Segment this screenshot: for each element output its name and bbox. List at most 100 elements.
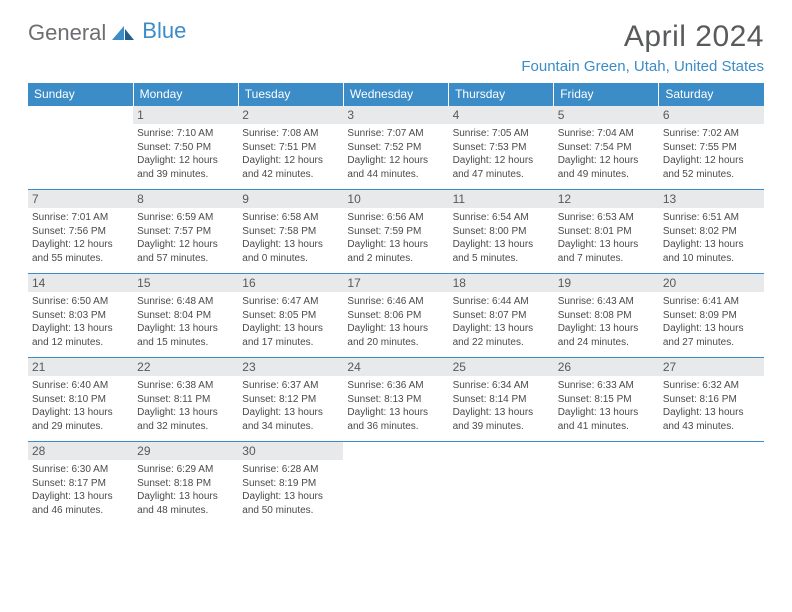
day-cell: 2Sunrise: 7:08 AMSunset: 7:51 PMDaylight… (238, 106, 343, 190)
day-number: 1 (133, 106, 238, 124)
detail-line: Sunrise: 6:43 AM (558, 295, 655, 309)
detail-line: Daylight: 13 hours (347, 406, 444, 420)
calendar-table: Sunday Monday Tuesday Wednesday Thursday… (28, 83, 764, 525)
day-number: 3 (343, 106, 448, 124)
day-header: Friday (554, 83, 659, 106)
day-number: 28 (28, 442, 133, 460)
day-number: 25 (449, 358, 554, 376)
detail-line: Sunset: 8:00 PM (453, 225, 550, 239)
detail-line: Sunset: 8:01 PM (558, 225, 655, 239)
detail-line: Daylight: 13 hours (137, 322, 234, 336)
day-number: 11 (449, 190, 554, 208)
day-cell: 25 Sunrise: 6:34 AMSunset: 8:14 PMDayligh… (449, 358, 554, 442)
detail-line: Daylight: 13 hours (32, 490, 129, 504)
day-cell: 11Sunrise: 6:54 AMSunset: 8:00 PMDayligh… (449, 190, 554, 274)
day-header: Saturday (659, 83, 764, 106)
day-cell: 30Sunrise: 6:28 AMSunset: 8:19 PMDayligh… (238, 442, 343, 526)
week-row: 14Sunrise: 6:50 AMSunset: 8:03 PMDayligh… (28, 274, 764, 358)
detail-line: Sunrise: 7:07 AM (347, 127, 444, 141)
detail-line: and 34 minutes. (242, 420, 339, 434)
detail-line: Sunrise: 6:41 AM (663, 295, 760, 309)
detail-line: Sunrise: 7:10 AM (137, 127, 234, 141)
detail-line: Sunset: 7:56 PM (32, 225, 129, 239)
detail-line: Sunset: 7:58 PM (242, 225, 339, 239)
detail-line: and 42 minutes. (242, 168, 339, 182)
detail-line: and 29 minutes. (32, 420, 129, 434)
calendar-body: 1 Sunrise: 7:10 AMSunset: 7:50 PMDaylight… (28, 106, 764, 526)
detail-line: Sunrise: 6:53 AM (558, 211, 655, 225)
detail-line: and 44 minutes. (347, 168, 444, 182)
day-details: Sunrise: 7:04 AMSunset: 7:54 PMDaylight:… (558, 127, 655, 181)
day-number: 23 (238, 358, 343, 376)
day-number: 5 (554, 106, 659, 124)
detail-line: Daylight: 13 hours (242, 406, 339, 420)
detail-line: Sunrise: 6:56 AM (347, 211, 444, 225)
day-details: Sunrise: 7:02 AMSunset: 7:55 PMDaylight:… (663, 127, 760, 181)
day-cell: 12 Sunrise: 6:53 AMSunset: 8:01 PMDayligh… (554, 190, 659, 274)
detail-line: and 24 minutes. (558, 336, 655, 350)
day-details: Sunrise: 6:48 AMSunset: 8:04 PMDaylight:… (137, 295, 234, 349)
detail-line: Sunset: 8:08 PM (558, 309, 655, 323)
detail-line: and 27 minutes. (663, 336, 760, 350)
detail-line: and 36 minutes. (347, 420, 444, 434)
detail-line: and 15 minutes. (137, 336, 234, 350)
day-number: 19 (554, 274, 659, 292)
detail-line: Sunrise: 6:32 AM (663, 379, 760, 393)
week-row: 28Sunrise: 6:30 AMSunset: 8:17 PMDayligh… (28, 442, 764, 526)
detail-line: Sunset: 8:11 PM (137, 393, 234, 407)
detail-line: Sunrise: 6:33 AM (558, 379, 655, 393)
day-details: Sunrise: 6:59 AMSunset: 7:57 PMDaylight:… (137, 211, 234, 265)
day-header: Tuesday (238, 83, 343, 106)
detail-line: Daylight: 12 hours (242, 154, 339, 168)
detail-line: Daylight: 13 hours (347, 322, 444, 336)
detail-line: and 5 minutes. (453, 252, 550, 266)
detail-line: Sunrise: 6:58 AM (242, 211, 339, 225)
day-cell: 8Sunrise: 6:59 AMSunset: 7:57 PMDaylight… (133, 190, 238, 274)
detail-line: Sunset: 8:05 PM (242, 309, 339, 323)
day-details: Sunrise: 6:44 AMSunset: 8:07 PMDaylight:… (453, 295, 550, 349)
day-cell: 9Sunrise: 6:58 AMSunset: 7:58 PMDaylight… (238, 190, 343, 274)
detail-line: Daylight: 13 hours (558, 322, 655, 336)
day-number: 18 (449, 274, 554, 292)
day-cell: 19 Sunrise: 6:43 AMSunset: 8:08 PMDayligh… (554, 274, 659, 358)
detail-line: Daylight: 13 hours (663, 406, 760, 420)
day-cell: 5 Sunrise: 7:04 AMSunset: 7:54 PMDaylight… (554, 106, 659, 190)
detail-line: Sunset: 8:10 PM (32, 393, 129, 407)
detail-line: Sunset: 8:15 PM (558, 393, 655, 407)
detail-line: Daylight: 13 hours (32, 322, 129, 336)
day-number: 12 (554, 190, 659, 208)
detail-line: Sunrise: 6:40 AM (32, 379, 129, 393)
day-cell: 21Sunrise: 6:40 AMSunset: 8:10 PMDayligh… (28, 358, 133, 442)
day-header: Monday (133, 83, 238, 106)
day-cell: 1 Sunrise: 7:10 AMSunset: 7:50 PMDaylight… (133, 106, 238, 190)
detail-line: Daylight: 13 hours (558, 406, 655, 420)
detail-line: and 47 minutes. (453, 168, 550, 182)
detail-line: Daylight: 12 hours (32, 238, 129, 252)
detail-line: and 39 minutes. (137, 168, 234, 182)
day-cell: 6Sunrise: 7:02 AMSunset: 7:55 PMDaylight… (659, 106, 764, 190)
detail-line: Sunrise: 6:48 AM (137, 295, 234, 309)
day-cell: 28Sunrise: 6:30 AMSunset: 8:17 PMDayligh… (28, 442, 133, 526)
detail-line: Sunrise: 6:37 AM (242, 379, 339, 393)
detail-line: and 57 minutes. (137, 252, 234, 266)
detail-line: and 12 minutes. (32, 336, 129, 350)
day-cell: 22Sunrise: 6:38 AMSunset: 8:11 PMDayligh… (133, 358, 238, 442)
day-header: Sunday (28, 83, 133, 106)
day-cell (28, 106, 133, 190)
day-details: Sunrise: 7:10 AMSunset: 7:50 PMDaylight:… (137, 127, 234, 181)
day-cell: 3Sunrise: 7:07 AMSunset: 7:52 PMDaylight… (343, 106, 448, 190)
calendar-page: General Blue April 2024 Fountain Green, … (0, 0, 792, 612)
day-details: Sunrise: 6:34 AMSunset: 8:14 PMDaylight:… (453, 379, 550, 433)
day-cell: 20Sunrise: 6:41 AMSunset: 8:09 PMDayligh… (659, 274, 764, 358)
day-details: Sunrise: 6:53 AMSunset: 8:01 PMDaylight:… (558, 211, 655, 265)
detail-line: Sunrise: 6:30 AM (32, 463, 129, 477)
detail-line: Sunrise: 6:34 AM (453, 379, 550, 393)
detail-line: Sunrise: 6:36 AM (347, 379, 444, 393)
brand-part2: Blue (142, 18, 186, 44)
detail-line: Daylight: 13 hours (558, 238, 655, 252)
day-number: 10 (343, 190, 448, 208)
week-row: 1 Sunrise: 7:10 AMSunset: 7:50 PMDaylight… (28, 106, 764, 190)
brand-logo: General Blue (28, 20, 186, 46)
day-details: Sunrise: 6:50 AMSunset: 8:03 PMDaylight:… (32, 295, 129, 349)
detail-line: and 52 minutes. (663, 168, 760, 182)
